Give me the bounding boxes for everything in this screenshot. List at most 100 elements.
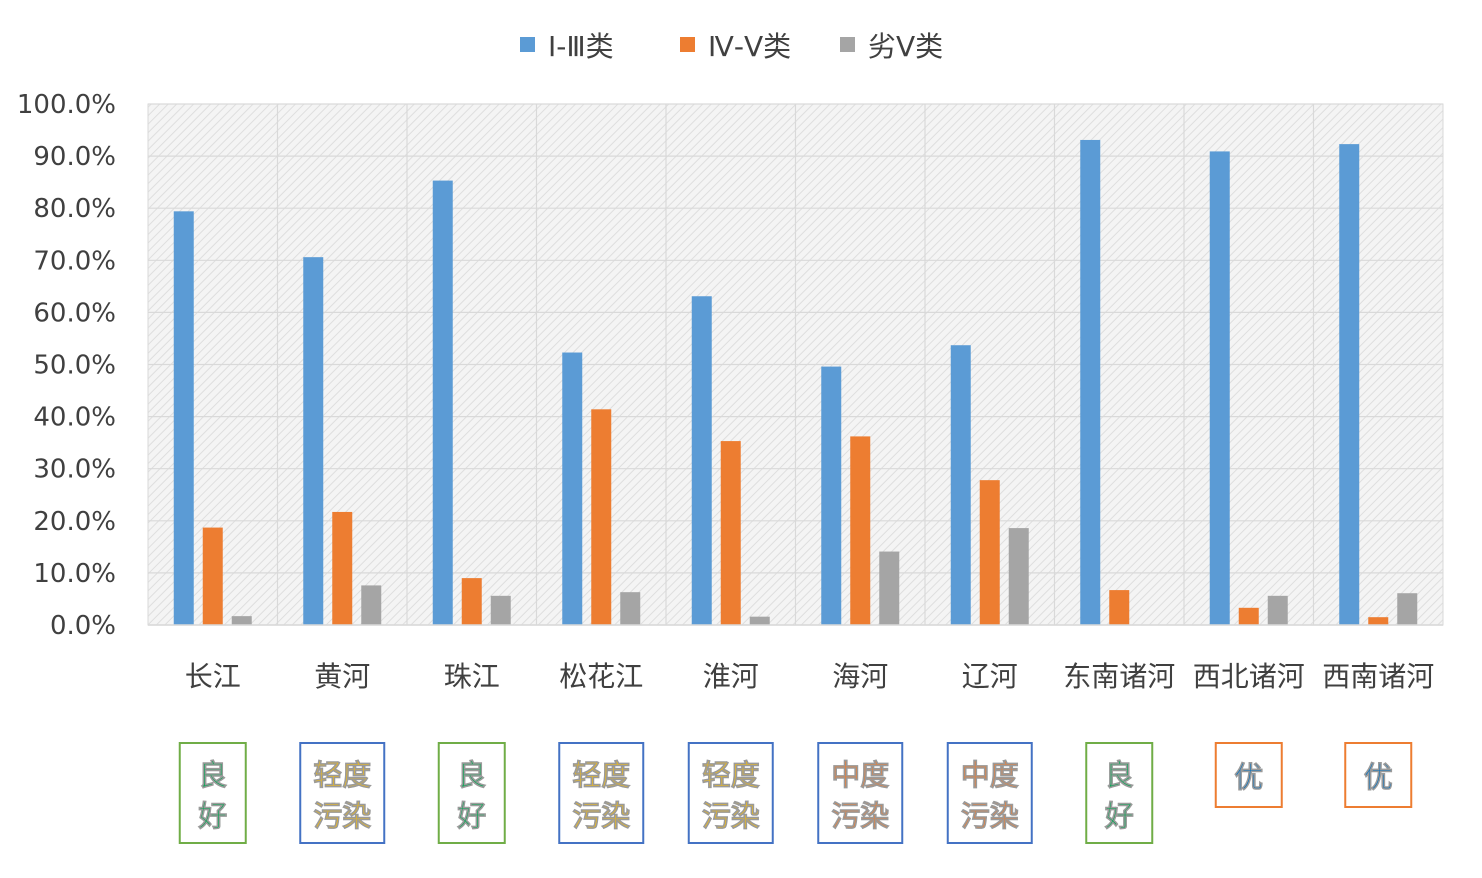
quality-badge-text: 中度 [831, 758, 889, 792]
legend-label: 劣Ⅴ类 [868, 30, 943, 63]
bar [1267, 595, 1288, 625]
quality-badge-text: 中度 [961, 758, 1019, 792]
x-category-label: 西北诸河 [1193, 660, 1305, 693]
x-category-label: 海河 [832, 660, 888, 693]
quality-badge-text: 好 [1104, 799, 1134, 833]
y-tick-label: 30.0% [33, 455, 116, 485]
legend-swatch [680, 37, 695, 52]
x-category-label: 松花江 [559, 660, 643, 693]
bar [620, 592, 641, 625]
bar [749, 616, 770, 625]
quality-badge-frame [178, 742, 247, 844]
bar [1008, 528, 1029, 625]
x-category-label: 珠江 [444, 660, 500, 693]
x-category-label: 东南诸河 [1063, 660, 1175, 693]
quality-badge-text: 轻度 [702, 758, 760, 792]
bar [202, 527, 223, 625]
x-axis: 长江 黄河 珠江 松花江 淮河 海河 辽河 东南诸河 西北诸河 西南诸河 [148, 624, 1443, 693]
bar [562, 352, 583, 625]
y-tick-label: 70.0% [33, 246, 116, 276]
bar [1209, 151, 1230, 625]
x-category-label: 西南诸河 [1322, 660, 1434, 693]
bar [1238, 607, 1259, 625]
bar [1080, 139, 1101, 625]
y-tick-label: 0.0% [50, 611, 116, 641]
bar [879, 551, 900, 625]
legend-swatch [840, 37, 855, 52]
quality-badge-frame [558, 742, 645, 844]
quality-badge-frame [437, 742, 506, 844]
quality-badge: 良好 [178, 742, 247, 844]
bar [1397, 593, 1418, 625]
quality-badge-frame [299, 742, 386, 844]
bar [432, 180, 453, 625]
quality-badge-text: 良 [457, 758, 486, 792]
quality-badge-text: 良 [198, 758, 227, 792]
quality-badge-text: 污染 [572, 799, 630, 833]
bar [303, 257, 324, 625]
quality-badge-text: 轻度 [572, 758, 630, 792]
quality-badge-text: 好 [197, 799, 227, 833]
y-tick-label: 100.0% [17, 90, 116, 120]
quality-badge-text: 优 [1364, 760, 1393, 794]
quality-badge-text: 优 [1234, 760, 1263, 794]
quality-badge-text: 污染 [831, 799, 889, 833]
quality-badge-frame [1214, 742, 1283, 808]
quality-badge-frame [1344, 742, 1413, 808]
y-tick-label: 60.0% [33, 298, 116, 328]
quality-badge-text: 好 [456, 799, 486, 833]
bar [720, 441, 741, 625]
x-category-label: 辽河 [962, 660, 1018, 693]
bar [979, 480, 1000, 625]
legend-label: Ⅰ-Ⅲ类 [548, 30, 614, 63]
x-category-label: 长江 [185, 660, 241, 693]
bar [950, 345, 971, 625]
quality-badge: 优 [1214, 742, 1283, 808]
quality-badge: 良好 [437, 742, 506, 844]
bar [850, 436, 871, 625]
bar [591, 409, 612, 625]
x-category-label: 黄河 [314, 660, 370, 693]
bar [1339, 144, 1360, 625]
quality-badge-text: 污染 [702, 799, 760, 833]
bar [1109, 590, 1130, 625]
x-category-label: 淮河 [703, 660, 759, 693]
quality-badge-text: 轻度 [313, 758, 371, 792]
quality-badge-text: 污染 [313, 799, 371, 833]
bar [231, 616, 252, 625]
y-axis: 0.0% 10.0% 20.0% 30.0% 40.0% 50.0% 60.0% 70.0% 8… [17, 90, 116, 641]
y-tick-label: 40.0% [33, 403, 116, 433]
y-tick-label: 50.0% [33, 351, 116, 381]
legend-swatch [520, 37, 535, 52]
quality-badge-text: 污染 [961, 799, 1019, 833]
bar [332, 511, 353, 625]
quality-badge: 优 [1344, 742, 1413, 808]
legend: Ⅰ-Ⅲ类 Ⅳ-Ⅴ类 劣Ⅴ类 [520, 30, 943, 63]
bar [173, 211, 194, 626]
quality-badge-frame [687, 742, 774, 844]
y-tick-label: 90.0% [33, 142, 116, 172]
quality-badge-frame [946, 742, 1033, 844]
bar [821, 366, 842, 625]
bars [173, 139, 1418, 626]
quality-badge-text: 良 [1105, 758, 1134, 792]
y-tick-label: 20.0% [33, 507, 116, 537]
bar [490, 595, 511, 625]
quality-badge-frame [817, 742, 904, 844]
y-tick-label: 10.0% [33, 559, 116, 589]
bar [361, 585, 382, 625]
quality-badges: 良好轻度污染良好轻度污染轻度污染中度污染中度污染良好优优 [178, 742, 1413, 844]
bar [691, 296, 712, 625]
bar [1368, 617, 1389, 625]
bar [461, 578, 482, 625]
quality-badge-frame [1085, 742, 1154, 844]
quality-badge: 良好 [1085, 742, 1154, 844]
y-tick-label: 80.0% [33, 194, 116, 224]
